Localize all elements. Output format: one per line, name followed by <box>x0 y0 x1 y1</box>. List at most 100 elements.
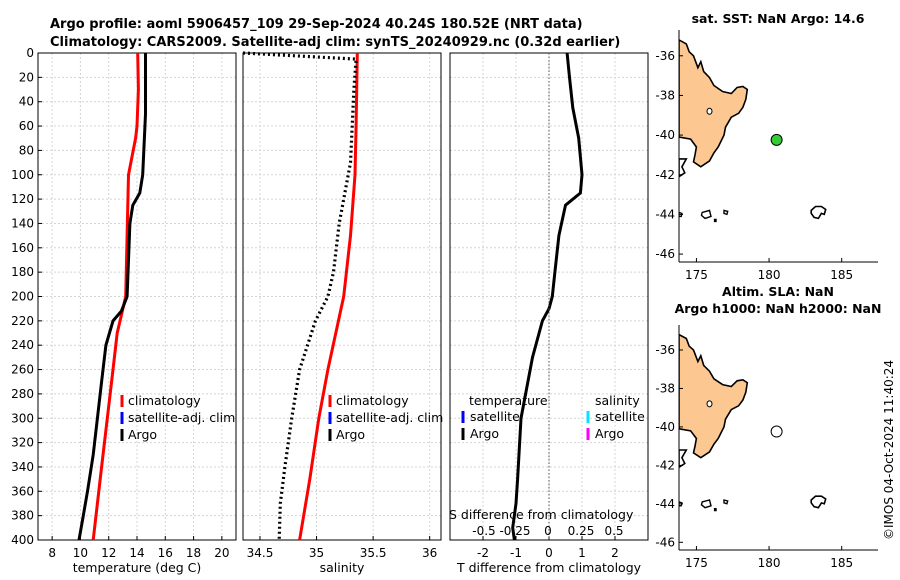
x-tick-label-2: 12 <box>101 546 116 560</box>
x2-tick-label-2: 0 <box>544 524 552 538</box>
map-title: Altim. SLA: NaN <box>722 284 834 299</box>
x2-tick-label-0: -0.5 <box>472 524 495 538</box>
x-tick-label-0: 8 <box>48 546 56 560</box>
legend-salinity-label-0: satellite <box>595 409 645 424</box>
x-tick-label-1: 10 <box>73 546 88 560</box>
legend-temperature-label-1: Argo <box>470 426 499 441</box>
land-south-island-tip <box>679 158 688 178</box>
legend-label-0: climatology <box>128 393 201 408</box>
x-tick-label-2: 35.5 <box>360 546 387 560</box>
y-tick-label-17: 340 <box>11 460 34 474</box>
x2-tick-label-4: 0.5 <box>604 524 623 538</box>
map-subtitle: Argo h1000: NaN h2000: NaN <box>675 301 882 316</box>
y-tick-label-20: 400 <box>11 533 34 547</box>
x-tick-label-0: 34.5 <box>247 546 274 560</box>
x-axis-label: T difference from climatology <box>456 560 642 575</box>
map-y-tick-label-5: -46 <box>655 535 675 549</box>
map-y-tick-label-2: -40 <box>655 128 675 142</box>
legend-label-0: climatology <box>336 393 409 408</box>
figure-title-line1: Argo profile: aoml 5906457_109 29-Sep-20… <box>50 17 583 32</box>
map-y-tick-label-3: -42 <box>655 168 675 182</box>
difference-panel: -2 -1 0 1 2T difference from climatology temp… <box>449 52 649 575</box>
land-chatham-islands <box>810 495 827 509</box>
map-land <box>679 333 827 512</box>
y-tick-label-5: 100 <box>11 168 34 182</box>
x-tick-label-4: 2 <box>611 546 619 560</box>
map-y-tick-label-2: -40 <box>655 420 675 434</box>
map-y-tick-label-0: -36 <box>655 343 675 357</box>
map-title: sat. SST: NaN Argo: 14.6 <box>692 11 865 26</box>
legend-label-2: Argo <box>128 427 157 442</box>
land-lake <box>706 107 713 115</box>
y-tick-label-19: 380 <box>11 509 34 523</box>
y-tick-label-13: 260 <box>11 363 34 377</box>
x-tick-label-1: -1 <box>510 546 522 560</box>
land-islet-2 <box>713 218 717 223</box>
x-tick-label-3: 1 <box>578 546 586 560</box>
y-tick-label-15: 300 <box>11 411 34 425</box>
map-y-tick-label-4: -44 <box>655 207 675 221</box>
land-islet-0 <box>700 499 712 509</box>
series-climatology <box>298 52 359 541</box>
map-x-tick-label-0: 175 <box>685 268 708 282</box>
y-tick-label-12: 240 <box>11 338 34 352</box>
y-tick-label-10: 200 <box>11 290 34 304</box>
map-land <box>679 38 827 223</box>
series-argo <box>77 53 147 541</box>
x-tick-label-0: -2 <box>477 546 489 560</box>
x-tick-label-3: 36 <box>422 546 437 560</box>
y-tick-label-3: 60 <box>19 119 34 133</box>
y-tick-label-16: 320 <box>11 436 34 450</box>
map-x-tick-label-1: 180 <box>758 268 781 282</box>
temperature-panel: 8 10 12 14 16 18 20 temperature (deg C) 0 20 40 60 8… <box>11 46 237 575</box>
grid-lines <box>243 53 441 540</box>
y-tick-label-4: 80 <box>19 143 34 157</box>
legend-label-1: satellite-adj. clim <box>128 410 235 425</box>
legend-temperature-label-0: satellite <box>470 409 520 424</box>
y-tick-label-6: 120 <box>11 192 34 206</box>
land-islet-1 <box>723 209 729 216</box>
x-axis-label: temperature (deg C) <box>73 560 202 575</box>
argo-position-marker <box>770 425 783 438</box>
map-x-tick-label-2: 185 <box>830 556 853 570</box>
map-y-tick-label-1: -38 <box>655 88 675 102</box>
x-tick-label-6: 20 <box>214 546 229 560</box>
land-south-island-tip <box>679 449 688 469</box>
map-x-tick-label-0: 175 <box>685 556 708 570</box>
y-tick-label-11: 220 <box>11 314 34 328</box>
x-tick-label-1: 35 <box>309 546 324 560</box>
map-x-tick-label-2: 185 <box>830 268 853 282</box>
legend-salinity-title: salinity <box>595 393 640 408</box>
x-tick-label-5: 18 <box>186 546 201 560</box>
map-y-tick-label-3: -42 <box>655 458 675 472</box>
map-y-tick-label-1: -38 <box>655 381 675 395</box>
legend-temperature-title: temperature <box>469 393 548 408</box>
y-tick-label-1: 20 <box>19 70 34 84</box>
salinity-panel: 34.5 35 35.5 36 salinity climatology satellite… <box>242 51 443 575</box>
land-north-island <box>679 333 749 459</box>
x-tick-label-3: 14 <box>129 546 144 560</box>
sst-map-panel: 175 180 185 -36 -38 -40 -42 -44 -46 sat. SST: NaN… <box>655 11 878 282</box>
y-tick-label-0: 0 <box>26 46 34 60</box>
y-tick-label-8: 160 <box>11 241 34 255</box>
legend-salinity-label-1: Argo <box>595 426 624 441</box>
x2-axis-label: S difference from climatology <box>449 507 634 522</box>
series-t-difference-argo- <box>511 52 584 541</box>
axes-box <box>242 52 442 541</box>
x2-tick-label-3: 0.25 <box>568 524 595 538</box>
legend-label-2: Argo <box>336 427 365 442</box>
legend-label-1: satellite-adj. clim <box>336 410 443 425</box>
y-tick-label-14: 280 <box>11 387 34 401</box>
land-lake <box>706 400 713 408</box>
y-tick-label-18: 360 <box>11 484 34 498</box>
land-chatham-islands <box>810 205 827 220</box>
x-tick-label-2: 0 <box>545 546 553 560</box>
x2-tick-label-1: -0.25 <box>499 524 530 538</box>
figure-title-line2: Climatology: CARS2009. Satellite-adj cli… <box>50 35 620 50</box>
sla-map-panel: 175 180 185 -36 -38 -40 -42 -44 -46 Altim. SLA: N… <box>655 284 881 570</box>
map-y-tick-label-4: -44 <box>655 497 675 511</box>
map-y-tick-label-0: -36 <box>655 49 675 63</box>
map-x-tick-label-1: 180 <box>758 556 781 570</box>
land-islet-2 <box>713 508 717 512</box>
